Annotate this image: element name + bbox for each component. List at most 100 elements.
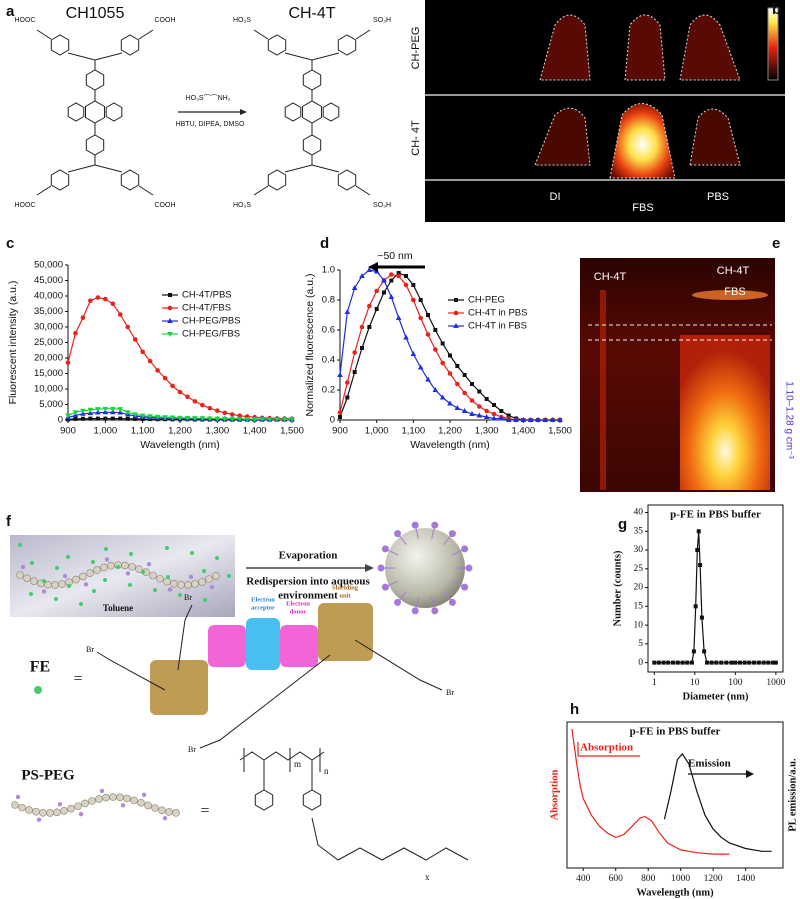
marker: [702, 649, 707, 654]
marker: [177, 389, 183, 395]
data-line: [67, 296, 293, 420]
step-label: Redispersion into aqueous: [246, 576, 370, 588]
peg-chain: [451, 580, 464, 587]
marker: [110, 406, 116, 412]
equals: =: [200, 803, 209, 820]
bead: [88, 797, 96, 805]
marker: [374, 288, 379, 294]
marker: [542, 417, 549, 422]
atom-label: Br: [86, 645, 94, 654]
alkyl-chains: [96, 604, 443, 749]
marker: [719, 660, 724, 665]
marker: [470, 382, 474, 386]
marker: [418, 298, 423, 302]
reagents: HBTU, DIPEA, DMSO: [176, 121, 245, 128]
x-tick-label: 1000: [766, 678, 785, 688]
ring: [85, 100, 105, 124]
panel-letter: g: [618, 516, 627, 533]
marker: [693, 604, 698, 609]
y-tick-label: 0.6: [322, 325, 335, 336]
y-tick-label: 15,000: [34, 368, 63, 379]
bead: [151, 804, 159, 812]
x-tick-label: 1000: [671, 874, 690, 884]
color-bar: [767, 7, 779, 81]
fe-dot: [79, 602, 83, 606]
marker: [259, 417, 265, 423]
marker: [454, 405, 461, 410]
marker: [214, 416, 221, 422]
fe-dot: [42, 579, 46, 583]
peg-bead: [411, 607, 419, 615]
y-tick-label: 30,000: [34, 322, 63, 333]
marker: [147, 358, 153, 364]
bead: [74, 802, 82, 810]
arrow-head: [240, 109, 247, 115]
column-label: PBS: [707, 191, 729, 203]
marker: [88, 298, 93, 303]
nanoparticle: [385, 528, 465, 608]
marker: [756, 660, 761, 665]
peg-bead: [411, 521, 419, 529]
peg-bead: [431, 521, 439, 529]
marker: [699, 615, 704, 620]
marker: [125, 416, 130, 421]
bead: [100, 563, 108, 572]
peg-bead: [36, 817, 42, 822]
marker: [274, 417, 280, 423]
y-axis-label: Fluorescent intensity (a.u.): [7, 281, 19, 405]
marker: [251, 417, 258, 423]
lane: [600, 290, 606, 490]
bond: [138, 29, 154, 40]
marker: [345, 380, 350, 385]
lane-label: CH-4T: [717, 265, 750, 277]
fe-dot: [18, 543, 22, 547]
marker: [266, 417, 273, 423]
bead: [121, 561, 129, 570]
peg-bead: [78, 811, 84, 817]
peg-bead: [377, 564, 385, 572]
marker: [110, 301, 116, 307]
y-tick-label: 0.4: [322, 355, 335, 366]
peg-bead: [461, 583, 469, 591]
bead: [205, 575, 213, 583]
unit-label: Shielding: [332, 584, 359, 591]
shielding-unit: [318, 603, 373, 661]
panel-letter: d: [320, 235, 329, 252]
marker: [724, 660, 729, 665]
marker: [367, 325, 372, 329]
donor-unit: [280, 625, 318, 667]
marker: [236, 416, 243, 422]
bead: [81, 799, 89, 808]
bead: [212, 572, 220, 580]
marker: [80, 315, 86, 321]
marker: [244, 416, 250, 422]
bead: [109, 793, 117, 801]
x-axis-label: Wavelength (nm): [410, 439, 490, 451]
donor-unit: [208, 625, 246, 667]
fe-dot: [203, 598, 207, 602]
fe-dot: [103, 578, 107, 582]
marker: [118, 416, 123, 421]
marker: [192, 416, 198, 422]
marker: [403, 334, 409, 340]
fe-dot: [66, 555, 70, 559]
unit-label: acceptor: [251, 604, 275, 611]
x-axis-label: Diameter (nm): [683, 691, 749, 702]
peg-bead: [461, 545, 469, 553]
marker: [124, 410, 131, 416]
marker: [411, 283, 416, 287]
bead: [177, 581, 185, 589]
marker: [752, 660, 757, 665]
finger: [539, 14, 591, 81]
x-tick-label: 1,000: [365, 426, 389, 437]
y-tick-label: 1.0: [322, 265, 335, 276]
legend-label: CH-4T/FBS: [182, 303, 231, 314]
chart-title: p-FE in PBS buffer: [670, 509, 761, 521]
bead: [16, 571, 24, 579]
marker: [289, 417, 295, 423]
marker: [698, 563, 703, 568]
marker: [656, 660, 661, 665]
x-tick-label: 10: [690, 678, 700, 688]
marker: [162, 415, 168, 421]
marker: [388, 294, 395, 299]
